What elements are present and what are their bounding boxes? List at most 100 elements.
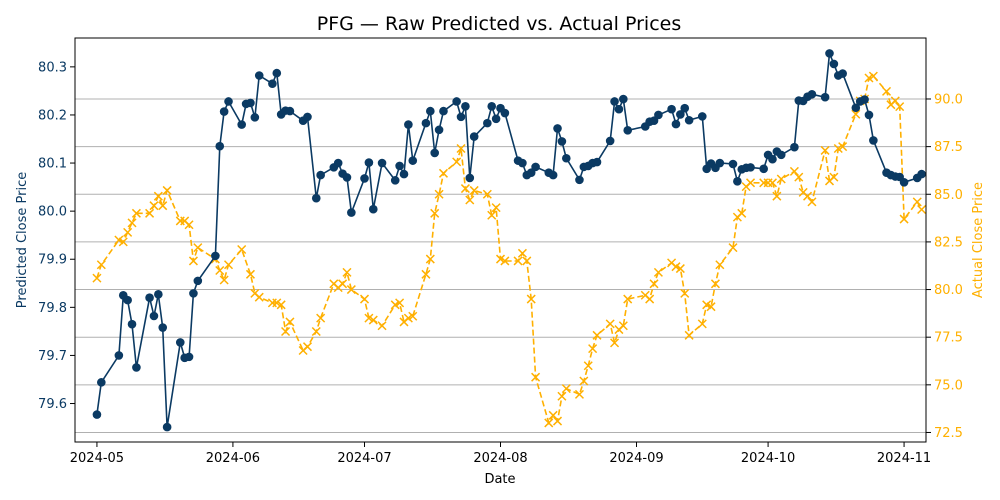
predicted-point <box>860 95 869 104</box>
predicted-point <box>605 136 615 146</box>
actual-point <box>149 201 159 211</box>
predicted-point <box>746 163 755 172</box>
predicted-point <box>667 104 676 114</box>
actual-point <box>430 208 440 218</box>
predicted-point <box>114 351 124 360</box>
predicted-point <box>728 159 738 169</box>
actual-point <box>368 315 378 325</box>
actual-point <box>491 203 501 213</box>
y-right-tick-label: 90.0 <box>934 92 963 107</box>
y-left-tick-label: 80.2 <box>38 108 67 123</box>
predicted-point <box>557 137 567 146</box>
predicted-point <box>715 158 725 168</box>
actual-point <box>224 260 234 270</box>
predicted-point <box>807 89 817 99</box>
y-right-tick-label: 87.5 <box>934 140 963 155</box>
y-left-tick-label: 80.3 <box>38 60 67 75</box>
y-right-tick-label: 80.0 <box>934 283 963 298</box>
predicted-point <box>864 110 874 120</box>
predicted-point <box>303 112 312 122</box>
predicted-point <box>162 422 172 432</box>
y-left-tick-label: 80.1 <box>38 157 67 172</box>
y-right-tick-label: 82.5 <box>934 235 963 250</box>
actual-point <box>544 418 554 428</box>
predicted-point <box>759 164 768 174</box>
actual-point <box>715 260 725 270</box>
actual-point <box>838 142 848 152</box>
actual-point <box>706 302 716 312</box>
actual-point <box>772 191 782 201</box>
y-right-tick-label: 77.5 <box>934 331 963 346</box>
actual-point <box>807 197 817 207</box>
predicted-point <box>250 113 260 122</box>
predicted-point <box>820 92 830 102</box>
predicted-point <box>469 132 479 141</box>
predicted-point <box>899 177 909 187</box>
predicted-point <box>246 98 255 108</box>
predicted-point <box>158 323 168 332</box>
predicted-point <box>575 175 584 185</box>
y-left-tick-label: 79.6 <box>38 397 67 412</box>
actual-point <box>653 267 663 277</box>
predicted-point <box>430 148 440 158</box>
predicted-point <box>684 115 694 125</box>
predicted-point <box>500 108 510 118</box>
actual-point <box>645 294 655 304</box>
predicted-point <box>311 193 321 203</box>
predicted-point <box>237 120 246 129</box>
y-left-tick-label: 79.9 <box>38 253 67 268</box>
grid-layer <box>75 98 926 433</box>
predicted-point <box>390 176 400 185</box>
actual-point <box>881 86 892 96</box>
actual-point <box>803 191 813 201</box>
actual-point <box>316 313 326 323</box>
actual-point <box>153 191 163 201</box>
actual-point <box>868 71 878 81</box>
y-right-tick-label: 85.0 <box>934 188 963 203</box>
actual-point <box>162 185 172 195</box>
actual-point <box>96 260 106 270</box>
actual-point <box>456 143 466 154</box>
predicted-point <box>461 101 470 111</box>
predicted-point <box>518 158 527 168</box>
predicted-point <box>465 173 475 183</box>
actual-point <box>285 317 295 327</box>
actual-point <box>460 184 470 194</box>
actual-point <box>145 208 155 218</box>
predicted-point <box>851 103 861 113</box>
actual-point <box>890 96 900 106</box>
actual-point <box>421 269 431 279</box>
predicted-point <box>360 174 369 183</box>
predicted-point <box>254 71 264 80</box>
actual-point <box>219 275 229 285</box>
predicted-point <box>224 97 233 106</box>
actual-point <box>276 300 286 310</box>
predicted-point <box>316 170 325 180</box>
y-right-tick-label: 75.0 <box>934 378 963 393</box>
predicted-point <box>838 69 847 78</box>
actual-point <box>917 204 927 215</box>
predicted-point <box>333 158 343 168</box>
predicted-point <box>697 112 707 121</box>
actual-point <box>395 298 405 308</box>
actual-point <box>522 256 532 266</box>
predicted-point <box>399 169 409 179</box>
predicted-point <box>145 293 154 303</box>
actual-point <box>899 214 909 224</box>
actual-point <box>557 391 567 401</box>
predicted-point <box>456 112 466 122</box>
actual-point <box>359 294 370 304</box>
actual-point <box>789 166 799 176</box>
predicted-point <box>132 363 141 372</box>
actual-point <box>680 288 690 298</box>
predicted-point <box>123 295 132 305</box>
actual-point <box>215 265 225 276</box>
predicted-point <box>97 378 106 387</box>
actual-point <box>588 344 598 354</box>
actual-point <box>500 256 510 266</box>
actual-point <box>338 279 348 289</box>
actual-point <box>776 174 786 184</box>
predicted-point <box>776 150 786 160</box>
predicted-point <box>377 158 387 168</box>
